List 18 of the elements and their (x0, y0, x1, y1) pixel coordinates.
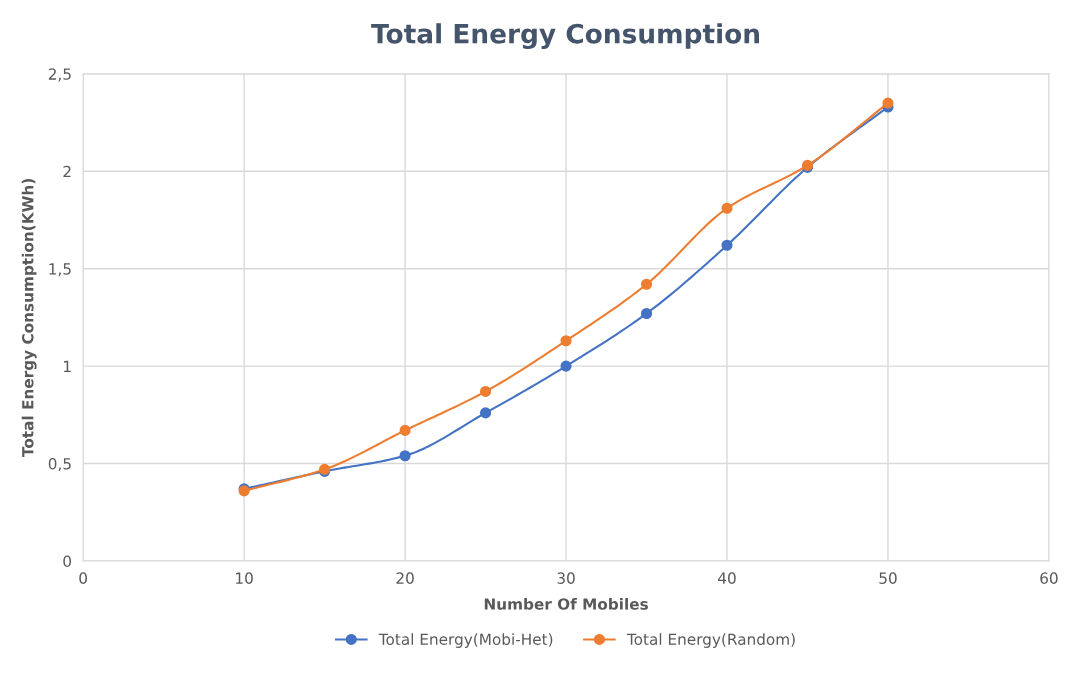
legend-label: Total Energy(Mobi-Het) (378, 633, 553, 648)
legend-label: Total Energy(Random) (626, 633, 795, 648)
x-tick-label: 0 (79, 572, 87, 584)
y-tick-label: 1 (63, 360, 71, 372)
y-tick-label: 1,5 (49, 263, 71, 277)
y-axis-title: Total Energy Consumption(KWh) (21, 179, 37, 457)
x-tick-label: 50 (879, 572, 897, 584)
y-tick-label: 0,5 (48, 458, 71, 472)
y-tick-label: 2,5 (48, 68, 71, 82)
x-tick-label: 40 (718, 572, 736, 584)
x-tick-label: 10 (236, 572, 253, 584)
x-tick-label: 60 (1040, 572, 1058, 584)
x-tick-label: 20 (396, 572, 414, 584)
chart-title: Total Energy Consumption (371, 23, 759, 49)
y-tick-label: 2 (63, 165, 71, 178)
y-tick-label: 0 (63, 555, 72, 567)
x-axis-title: Number Of Mobiles (484, 597, 648, 610)
x-tick-label: 30 (557, 572, 575, 584)
